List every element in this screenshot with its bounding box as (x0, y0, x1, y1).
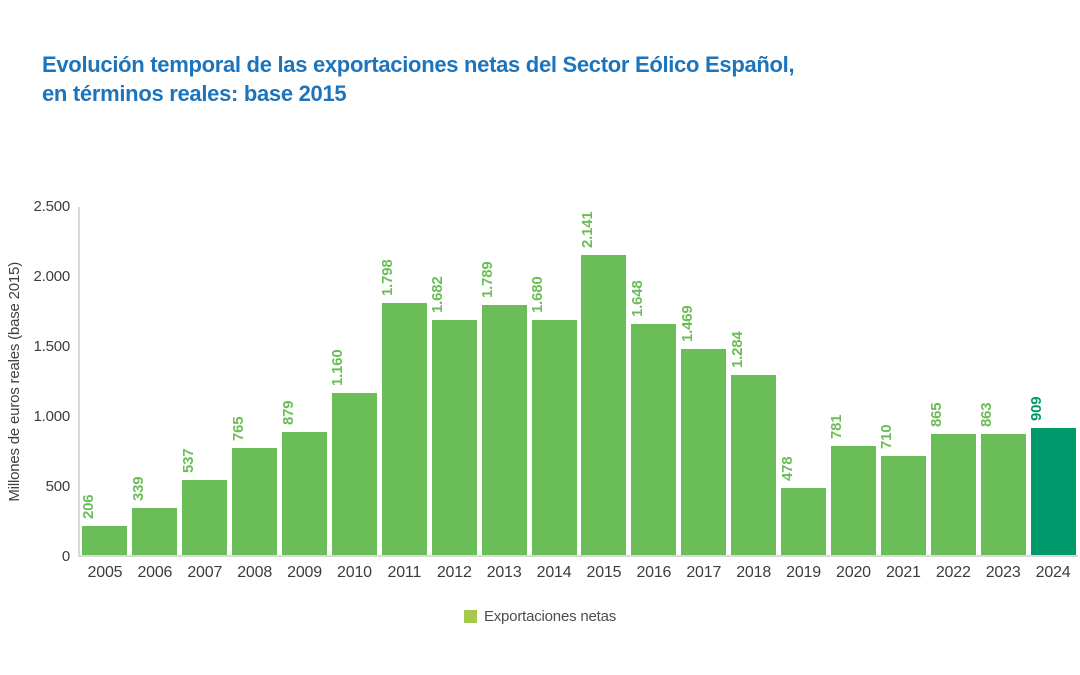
bar-value-label-2011: 1.798 (379, 259, 397, 296)
bar-value-label-2016: 1.648 (628, 280, 646, 317)
bar-2021 (880, 456, 926, 555)
x-axis-label-2023: 2023 (985, 564, 1021, 581)
legend-label: Exportaciones netas (483, 607, 617, 625)
bar-2006 (132, 508, 178, 555)
bar-2011 (381, 303, 427, 555)
bar-value-label-2014: 1.680 (529, 276, 547, 313)
bar-2008 (232, 448, 278, 555)
x-axis-label-2013: 2013 (486, 564, 522, 581)
x-axis-label-2007: 2007 (187, 564, 223, 581)
x-axis-label-2020: 2020 (836, 564, 871, 581)
x-axis-label-2019: 2019 (786, 564, 821, 581)
chart-title: Evolución temporal de las exportaciones … (42, 50, 795, 108)
bar-value-label-2021: 710 (878, 424, 896, 449)
x-axis-labels: 2005 2006 2007 2008 2009 2010 2011 2012 2013 2014… (80, 564, 1078, 586)
bar-value-label-2007: 537 (179, 448, 197, 473)
y-axis-ticks: 0 500 1.000 1.500 2.000 2.500 (0, 198, 71, 565)
bar-2009 (282, 432, 328, 555)
bar-2015 (581, 255, 627, 555)
bar-value-label-2005: 206 (79, 494, 97, 519)
bar-2005 (82, 526, 128, 555)
x-axis-label-2015: 2015 (586, 564, 622, 581)
bar-value-label-2008: 765 (229, 416, 247, 441)
bar-2013 (481, 305, 527, 555)
y-tick-label: 2.500 (33, 198, 70, 215)
y-tick-label: 1.500 (33, 338, 70, 355)
plot-area: 206 339 537 765 879 1.160 1.798 1.682 1.789 1.680… (78, 207, 1078, 557)
y-tick-label: 500 (45, 478, 71, 495)
bar-value-label-2010: 1.160 (329, 349, 347, 386)
bar-value-label-2024: 909 (1028, 396, 1046, 421)
y-tick-label: 1.000 (33, 408, 70, 425)
legend: Exportaciones netas (0, 605, 1080, 627)
bar-value-label-2020: 781 (828, 414, 846, 439)
x-axis-label-2018: 2018 (736, 564, 772, 581)
bar-2007 (182, 480, 228, 555)
bar-value-label-2018: 1.284 (728, 331, 746, 368)
bar-2019 (781, 488, 827, 555)
x-axis-label-2009: 2009 (287, 564, 322, 581)
bar-value-label-2009: 879 (279, 400, 297, 425)
bar-value-label-2006: 339 (129, 476, 147, 501)
bar-2018 (731, 375, 777, 555)
x-axis-label-2008: 2008 (237, 564, 273, 581)
legend-swatch (463, 609, 477, 623)
bar-2017 (681, 349, 727, 555)
chart-title-line-2: en términos reales: base 2015 (42, 81, 347, 106)
bar-value-label-2022: 865 (928, 402, 946, 427)
bar-2020 (830, 446, 876, 555)
x-axis-label-2016: 2016 (636, 564, 672, 581)
x-axis-label-2014: 2014 (536, 564, 572, 581)
x-axis-label-2022: 2022 (935, 564, 971, 581)
bar-value-label-2017: 1.469 (678, 305, 696, 342)
bar-2024 (1030, 428, 1076, 555)
bar-2012 (431, 320, 477, 555)
bar-2022 (930, 434, 976, 555)
x-axis-label-2005: 2005 (87, 564, 123, 581)
bar-2010 (331, 393, 377, 555)
x-axis-label-2017: 2017 (686, 564, 722, 581)
bar-value-label-2015: 2.141 (578, 211, 596, 248)
x-axis-label-2011: 2011 (387, 564, 422, 581)
bar-value-label-2019: 478 (778, 456, 796, 481)
bar-2014 (531, 320, 577, 555)
x-axis-label-2024: 2024 (1035, 564, 1071, 581)
y-tick-label: 0 (61, 548, 70, 565)
chart-title-line-1: Evolución temporal de las exportaciones … (42, 52, 795, 77)
bar-value-label-2023: 863 (978, 402, 996, 427)
bar-value-label-2012: 1.682 (429, 276, 447, 313)
x-axis-label-2012: 2012 (436, 564, 472, 581)
bar-value-label-2013: 1.789 (479, 261, 497, 298)
x-axis-label-2006: 2006 (137, 564, 173, 581)
bar-2023 (980, 434, 1026, 555)
x-axis-label-2010: 2010 (337, 564, 372, 581)
bar-2016 (631, 324, 677, 555)
y-tick-label: 2.000 (33, 268, 70, 285)
x-axis-label-2021: 2021 (885, 564, 921, 581)
